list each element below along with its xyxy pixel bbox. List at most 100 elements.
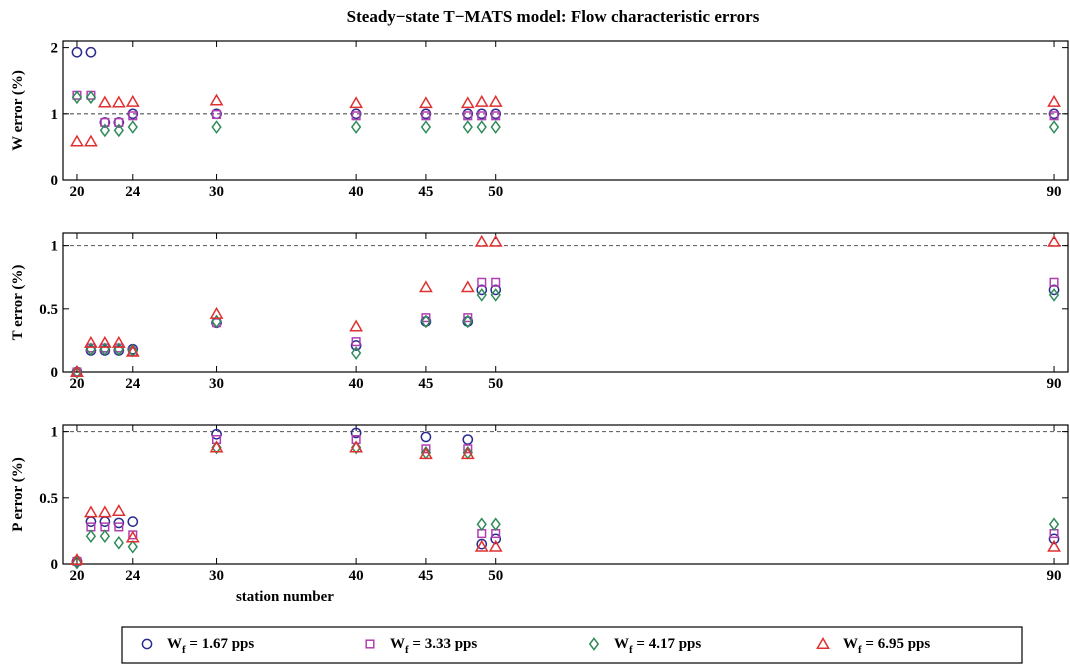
data-point	[490, 108, 502, 120]
data-point	[1048, 120, 1060, 134]
x-tick-label: 90	[1047, 568, 1062, 584]
x-tick-label: 30	[209, 184, 224, 200]
axes-frame	[62, 232, 1069, 373]
data-point	[84, 335, 98, 348]
legend-entry-4: Wf = 6.95 pps	[816, 636, 930, 656]
data-point	[1048, 108, 1060, 120]
data-point	[71, 90, 83, 105]
x-tick-label: 45	[418, 184, 433, 200]
data-point	[1048, 517, 1060, 532]
series-1	[71, 284, 1060, 378]
data-point	[113, 117, 125, 128]
data-point	[491, 111, 501, 121]
legend-marker	[588, 637, 600, 651]
data-point	[351, 111, 361, 121]
data-point	[419, 280, 433, 293]
series-4	[70, 440, 1061, 565]
y-tick-label: 2	[51, 41, 59, 57]
x-tick-label: 50	[488, 376, 503, 392]
data-point	[349, 440, 364, 453]
data-point	[1047, 539, 1061, 552]
series-4	[70, 93, 1061, 147]
legend-label: Wf = 6.95 pps	[843, 636, 930, 656]
y-tick-label: 0	[51, 557, 59, 573]
data-point	[209, 306, 224, 319]
legend-box	[121, 626, 1023, 664]
data-point	[111, 335, 126, 348]
legend-marker	[816, 636, 830, 649]
x-tick-label: 20	[69, 184, 84, 200]
data-point	[350, 427, 362, 439]
series-2	[72, 277, 1059, 377]
x-tick-label: 24	[125, 568, 141, 584]
data-point	[1047, 234, 1061, 247]
axes-frame	[62, 424, 1069, 565]
x-tick-label: 90	[1047, 376, 1062, 392]
data-point	[114, 117, 124, 127]
data-point	[420, 314, 432, 329]
x-tick-label: 40	[349, 184, 364, 200]
x-tick-label: 90	[1047, 184, 1062, 200]
data-point	[85, 46, 97, 58]
x-tick-label: 30	[209, 568, 224, 584]
data-point	[349, 96, 364, 109]
data-point	[488, 539, 503, 552]
data-point	[350, 346, 362, 360]
data-point	[463, 313, 473, 323]
data-point	[1049, 111, 1059, 121]
data-point	[211, 428, 222, 440]
data-point	[100, 117, 110, 127]
data-point	[127, 108, 139, 120]
data-point	[350, 340, 362, 351]
data-point	[211, 109, 222, 120]
data-point	[474, 234, 489, 247]
data-point	[476, 284, 488, 296]
data-point	[209, 440, 224, 453]
data-point	[462, 314, 473, 329]
series-2	[72, 435, 1059, 566]
data-point	[490, 284, 502, 296]
y-tick-label: 1	[51, 425, 59, 441]
data-point	[490, 288, 501, 302]
data-point	[85, 529, 97, 544]
legend-entry-3: Wf = 4.17 pps	[588, 636, 701, 656]
data-point	[1048, 284, 1060, 296]
data-point	[476, 108, 488, 120]
legend-marker	[365, 639, 375, 649]
data-point	[490, 120, 501, 134]
y-axis-label: T error (%)	[10, 265, 26, 341]
data-point	[462, 108, 474, 120]
data-point	[70, 364, 84, 377]
data-point	[351, 337, 361, 347]
data-point	[420, 108, 432, 120]
data-point	[474, 539, 489, 552]
series-3	[71, 440, 1060, 570]
data-point	[127, 516, 139, 527]
data-point	[99, 117, 111, 128]
x-tick-label: 50	[488, 184, 503, 200]
legend-label: Wf = 3.33 pps	[390, 636, 477, 656]
data-point	[70, 553, 84, 565]
data-point	[419, 447, 433, 460]
legend-label: Wf = 1.67 pps	[167, 636, 254, 656]
x-tick-label: 24	[125, 376, 141, 392]
data-point	[476, 538, 488, 550]
data-point	[111, 95, 126, 108]
x-tick-label: 50	[488, 568, 503, 584]
data-point	[421, 444, 431, 454]
y-tick-label: 0.5	[39, 491, 58, 507]
x-axis-label: station number	[236, 589, 334, 605]
data-point	[460, 96, 475, 109]
data-point	[209, 93, 224, 106]
data-point	[476, 120, 487, 134]
data-point	[419, 96, 433, 109]
data-point	[350, 120, 362, 134]
data-point	[84, 505, 98, 518]
legend-label: Wf = 4.17 pps	[614, 636, 701, 656]
x-tick-label: 20	[69, 568, 84, 584]
data-point	[476, 517, 487, 532]
data-point	[99, 529, 111, 544]
data-point	[113, 123, 124, 138]
data-point	[70, 134, 84, 147]
data-point	[113, 517, 125, 529]
